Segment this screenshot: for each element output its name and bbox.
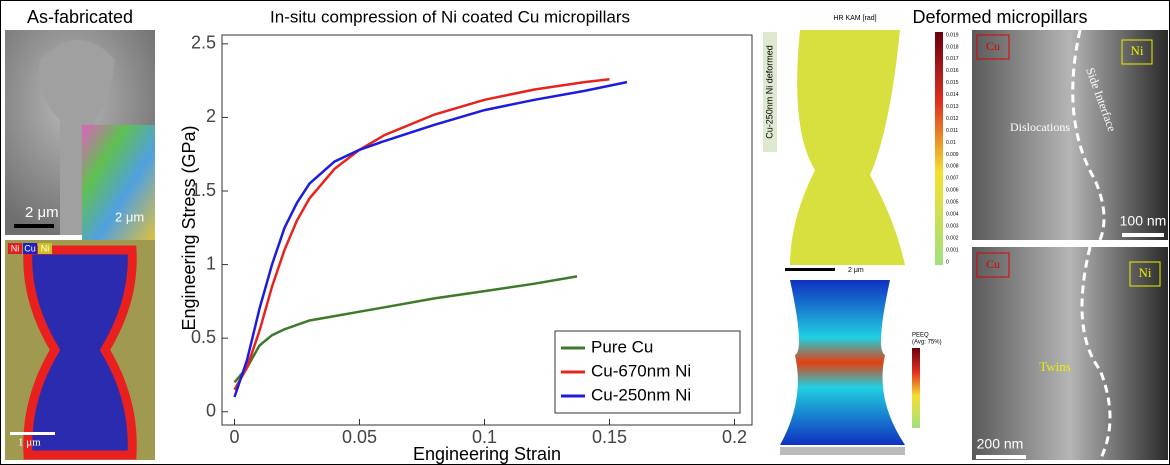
series-line (233, 77, 610, 391)
legend-swatch (23, 243, 37, 254)
scale-label: 100 nm (1120, 213, 1167, 229)
legend-label: Cu-670nm Ni (591, 361, 691, 380)
scale-label: 1 μm (18, 437, 41, 449)
panel-title: As-fabricated (27, 7, 133, 27)
colorbar-tick-label: 0.007 (946, 176, 959, 182)
legend-box (554, 330, 741, 414)
tem-label: Cu (986, 39, 1000, 53)
scale-label: 2 μm (25, 204, 59, 221)
legend-label: Pure Cu (591, 337, 653, 356)
colorbar-tick-label: 0.01 (946, 140, 956, 146)
colorbar-tick-label: 0.015 (946, 80, 959, 86)
colorbar-tick-label: 0.016 (946, 68, 959, 74)
y-tick-label: 1 (206, 253, 216, 273)
label-box (1121, 39, 1153, 65)
colorbar (912, 348, 920, 428)
label-box (763, 32, 777, 152)
y-tick-label: 0 (206, 401, 216, 421)
label-box (1129, 261, 1161, 287)
tem-label: Cu (986, 257, 1000, 271)
scale-bar (1122, 233, 1164, 237)
colorbar-tick-label: 0.009 (946, 152, 959, 158)
plot-frame (221, 34, 753, 426)
x-tick-label: 0.05 (342, 427, 377, 447)
fem-subtitle: (Avg: 75%) (912, 340, 942, 346)
colorbar-tick-label: 0.011 (946, 128, 958, 134)
x-tick-label: 0.1 (472, 427, 497, 447)
colorbar-tick-label: 0.012 (946, 116, 959, 122)
interface-line (1080, 246, 1112, 461)
colorbar-tick-label: 0.019 (946, 32, 959, 38)
ebsd-image (82, 125, 155, 240)
colorbar-tick-label: 0.003 (946, 223, 959, 229)
colorbar-tick-label: 0.013 (946, 104, 959, 110)
pillar (23, 245, 137, 460)
series-line (233, 80, 628, 398)
tem-note: Twins (1039, 359, 1071, 374)
scale-bar (785, 268, 835, 271)
label-box (976, 252, 1010, 278)
kam-title: HR KAM [rad] (833, 15, 876, 22)
tem-label: Ni (1139, 265, 1152, 280)
colorbar-tick-label: 0.018 (946, 44, 959, 50)
legend-swatch (38, 243, 52, 254)
pillar (39, 40, 115, 235)
scale-bar (10, 432, 55, 435)
eds-label: Cu (24, 243, 36, 253)
scale-bar (14, 224, 54, 228)
label-box (976, 34, 1010, 60)
y-axis-label: Engineering Stress (GPa) (179, 125, 199, 330)
fem-model (780, 280, 905, 445)
x-axis-label: Engineering Strain (413, 444, 561, 464)
eds-label: Ni (41, 243, 50, 253)
scale-label: 200 nm (977, 436, 1024, 452)
colorbar-tick-label: 0.006 (946, 188, 959, 194)
legend-swatch (8, 243, 22, 254)
scale-label: 2 μm (848, 267, 864, 274)
interface-line (1071, 29, 1106, 241)
chart-title: In-situ compression of Ni coated Cu micr… (270, 7, 630, 26)
colorbar-tick-label: 0.004 (946, 212, 959, 218)
colorbar (935, 32, 943, 265)
scale-label: 2 μm (115, 209, 144, 224)
y-tick-label: 1.5 (191, 180, 216, 200)
colorbar-tick-label: 0.002 (946, 235, 959, 241)
eds-label: Ni (11, 243, 20, 253)
colorbar-tick-label: 0.005 (946, 200, 959, 206)
y-tick-label: 2 (206, 106, 216, 126)
colorbar-tick-label: 0.014 (946, 92, 959, 98)
colorbar-tick-label: 0.001 (946, 247, 959, 253)
background (762, 30, 932, 265)
y-tick-label: 0.5 (191, 327, 216, 347)
tem-image (972, 30, 1168, 240)
scale-bar (976, 455, 1026, 459)
x-tick-label: 0.15 (592, 427, 627, 447)
kam-side-label: Cu-250nm Ni deformed (764, 45, 774, 139)
tem-label: Ni (1131, 43, 1144, 58)
series-line (233, 275, 578, 384)
y-tick-label: 2.5 (191, 33, 216, 53)
panel-title: Deformed micropillars (912, 7, 1087, 27)
x-tick-label: 0.2 (722, 427, 747, 447)
x-tick-label: 0 (229, 427, 239, 447)
colorbar-tick-label: 0.017 (946, 56, 959, 62)
tem-image (972, 247, 1168, 460)
legend-label: Cu-250nm Ni (591, 385, 691, 404)
fem-title: PEEQ (912, 333, 929, 339)
colorbar-tick-label: 0.008 (946, 164, 959, 170)
platen (780, 447, 905, 455)
colorbar-tick-label: 0 (946, 259, 949, 265)
tem-note: Dislocations (1010, 120, 1070, 134)
